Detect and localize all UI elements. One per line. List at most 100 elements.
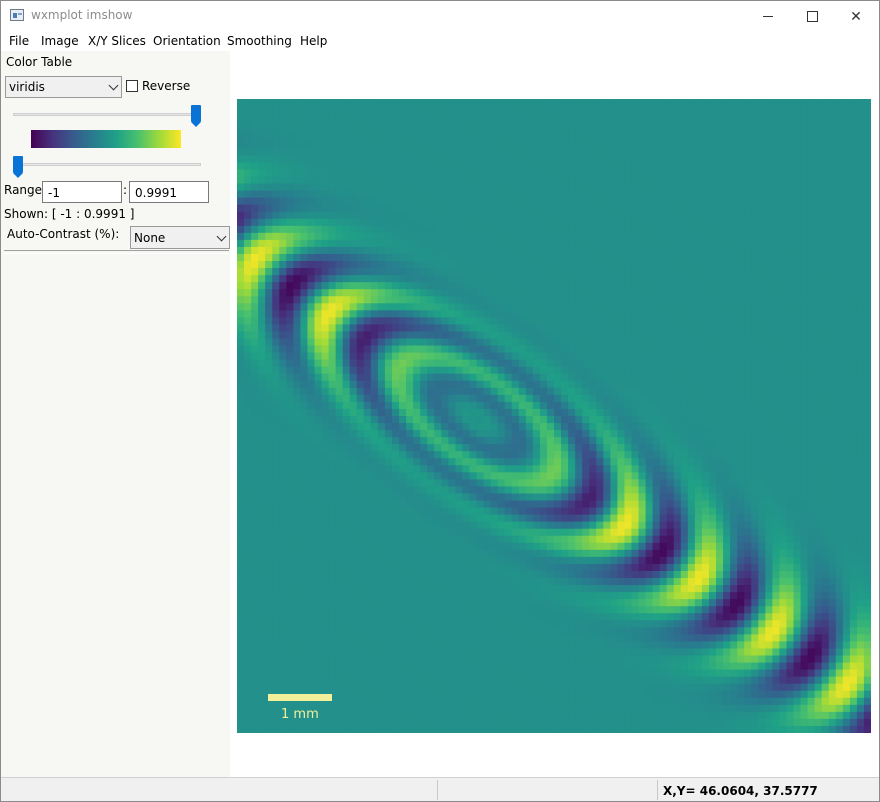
image-pixel <box>490 303 499 311</box>
image-pixel <box>821 99 830 107</box>
image-pixel <box>455 310 464 318</box>
image-pixel <box>821 430 830 438</box>
image-pixel <box>462 120 471 128</box>
reverse-checkbox[interactable] <box>126 80 138 92</box>
image-pixel <box>589 324 597 333</box>
image-pixel <box>596 352 604 361</box>
image-display[interactable] <box>237 99 871 733</box>
image-pixel <box>363 331 372 340</box>
image-pixel <box>716 401 724 410</box>
image-pixel <box>413 458 421 466</box>
image-pixel <box>631 204 640 213</box>
image-pixel <box>251 303 259 311</box>
image-pixel <box>561 211 569 220</box>
image-pixel <box>406 458 414 466</box>
maximize-button[interactable] <box>789 1 835 32</box>
image-pixel <box>666 359 675 368</box>
image-pixel <box>321 437 330 445</box>
image-pixel <box>265 239 273 248</box>
image-pixel <box>758 317 766 326</box>
image-pixel <box>244 99 252 107</box>
image-pixel <box>744 197 752 206</box>
min-level-slider-thumb[interactable] <box>13 156 23 178</box>
image-pixel <box>680 282 689 290</box>
image-pixel <box>420 317 428 326</box>
image-pixel <box>258 120 266 128</box>
menu-orientation[interactable]: Orientation <box>153 34 221 48</box>
image-pixel <box>370 134 379 142</box>
image-pixel <box>737 246 745 255</box>
image-pixel <box>589 317 597 326</box>
image-pixel <box>525 155 534 163</box>
image-pixel <box>765 211 773 220</box>
image-pixel <box>314 437 323 445</box>
image-pixel <box>666 155 675 163</box>
range-min-input[interactable]: -1 <box>42 181 122 203</box>
image-pixel <box>814 261 823 269</box>
minimize-button[interactable] <box>745 1 791 32</box>
image-pixel <box>377 183 386 192</box>
image-pixel <box>701 401 710 410</box>
image-pixel <box>758 134 766 142</box>
menu-xy-slices[interactable]: X/Y Slices <box>88 34 146 48</box>
image-pixel <box>525 366 534 375</box>
image-pixel <box>363 296 372 304</box>
range-max-input[interactable]: 0.9991 <box>129 181 209 203</box>
image-pixel <box>384 338 393 347</box>
max-level-slider-thumb[interactable] <box>191 105 201 127</box>
image-pixel <box>539 437 548 445</box>
image-pixel <box>687 169 696 178</box>
image-pixel <box>589 99 597 107</box>
image-pixel <box>863 401 871 410</box>
image-pixel <box>610 479 618 488</box>
image-pixel <box>807 232 816 241</box>
image-pixel <box>448 345 456 354</box>
image-pixel <box>307 253 316 262</box>
image-pixel <box>737 99 745 107</box>
image-pixel <box>603 268 611 276</box>
image-pixel <box>349 162 358 171</box>
image-pixel <box>483 437 492 445</box>
image-pixel <box>244 261 252 269</box>
image-pixel <box>800 190 809 199</box>
max-level-slider-track[interactable] <box>13 113 201 116</box>
image-pixel <box>568 239 576 248</box>
image-pixel <box>272 486 280 495</box>
menu-image[interactable]: Image <box>41 34 79 48</box>
image-pixel <box>737 324 745 333</box>
image-pixel <box>589 106 597 114</box>
image-pixel <box>476 465 485 473</box>
image-pixel <box>624 282 633 290</box>
image-pixel <box>539 275 548 283</box>
image-pixel <box>800 225 809 234</box>
image-pixel <box>363 232 372 241</box>
image-pixel <box>237 282 245 290</box>
image-pixel <box>596 141 604 149</box>
menu-smoothing[interactable]: Smoothing <box>227 34 292 48</box>
close-button[interactable]: ✕ <box>833 1 879 32</box>
image-pixel <box>258 451 266 459</box>
image-pixel <box>730 401 738 410</box>
image-pixel <box>737 204 745 213</box>
image-pixel <box>814 317 823 326</box>
image-pixel <box>279 176 287 185</box>
image-pixel <box>307 204 316 213</box>
image-pixel <box>413 218 421 227</box>
image-pixel <box>525 373 534 382</box>
image-pixel <box>638 310 647 318</box>
min-level-slider-track[interactable] <box>13 163 201 166</box>
image-pixel <box>504 148 513 156</box>
image-pixel <box>427 253 435 262</box>
image-pixel <box>356 232 365 241</box>
colormap-select[interactable]: viridis <box>5 76 122 98</box>
image-pixel <box>568 310 576 318</box>
menu-file[interactable]: File <box>9 34 30 48</box>
image-pixel <box>258 479 266 488</box>
menu-help[interactable]: Help <box>300 34 328 48</box>
auto-contrast-select[interactable]: None <box>130 226 230 249</box>
image-pixel <box>701 162 710 171</box>
image-pixel <box>561 148 569 156</box>
image-pixel <box>370 268 379 276</box>
image-pixel <box>723 303 731 311</box>
image-pixel <box>800 437 809 445</box>
